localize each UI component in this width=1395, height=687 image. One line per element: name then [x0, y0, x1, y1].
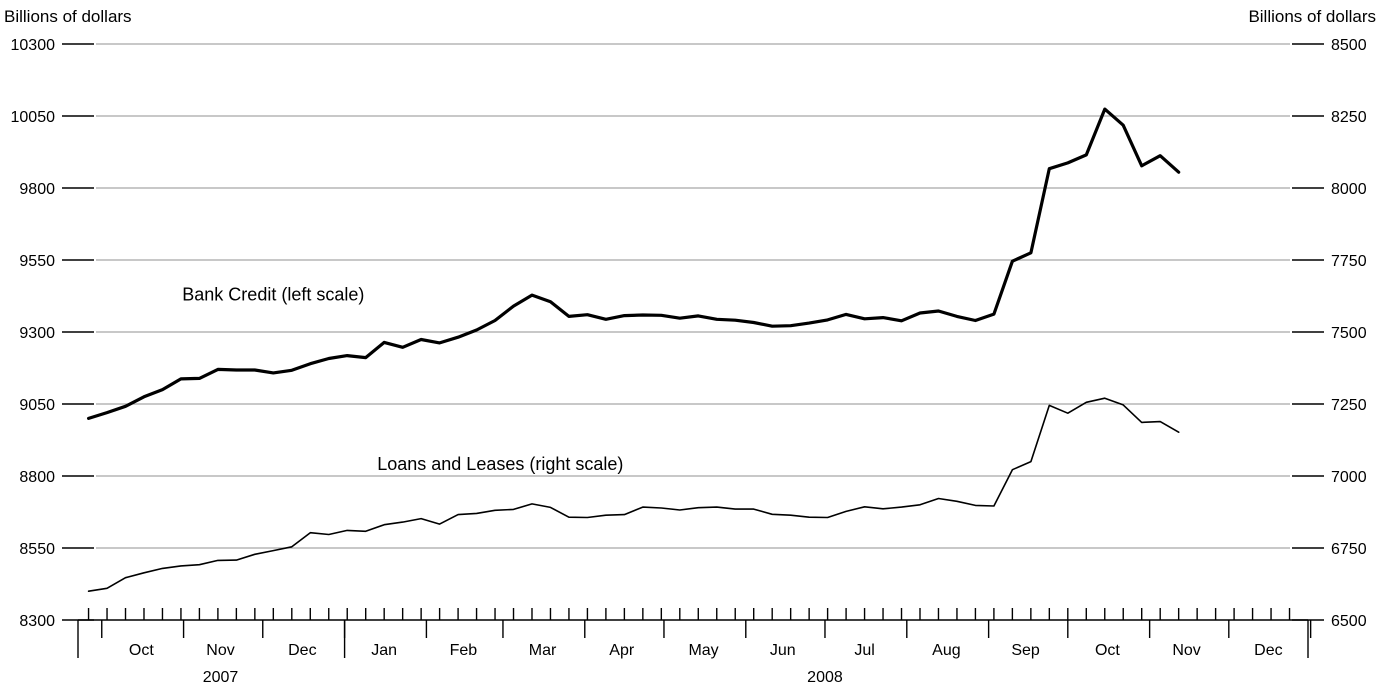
x-axis-month-label: Apr	[609, 642, 635, 659]
right-axis-tick-label: 7250	[1331, 397, 1367, 414]
x-axis-month-label: Aug	[932, 642, 960, 659]
bank-credit-line	[86, 107, 1181, 420]
right-axis-tick-label: 8000	[1331, 181, 1367, 198]
right-axis: 6500 6750 7000 7250 7500 7750 8000 8250 8500	[1292, 37, 1367, 630]
left-axis-tick-label: 9800	[19, 181, 55, 198]
right-axis-unit-label: Billions of dollars	[1248, 7, 1376, 26]
x-axis-month-label: Mar	[529, 642, 557, 659]
loans-and-leases-label: Loans and Leases (right scale)	[377, 454, 623, 474]
right-axis-tick-label: 7750	[1331, 253, 1367, 270]
right-axis-tick-label: 8250	[1331, 109, 1367, 126]
left-axis: 8300 8550 8800 9050 9300 9550 9800 10050 10300	[11, 37, 94, 630]
right-axis-tick-label: 7500	[1331, 325, 1367, 342]
right-axis-tick-label: 6750	[1331, 541, 1367, 558]
x-axis-month-label: Dec	[288, 642, 316, 659]
left-axis-tick-label: 9050	[19, 397, 55, 414]
left-axis-tick-label: 8300	[19, 613, 55, 630]
x-axis-month-label: Oct	[129, 642, 154, 659]
left-axis-tick-label: 10050	[11, 109, 56, 126]
right-axis-tick-label: 8500	[1331, 37, 1367, 54]
x-axis-month-label: Jan	[371, 642, 397, 659]
x-axis-month-label: Dec	[1254, 642, 1282, 659]
x-axis-month-label: Jul	[854, 642, 874, 659]
left-axis-tick-label: 8800	[19, 469, 55, 486]
right-axis-tick-label: 7000	[1331, 469, 1367, 486]
series-lines: Bank Credit (left scale) Loans and Leases…	[86, 107, 1181, 593]
x-axis: Oct Nov Dec Jan Feb Mar Apr May Jun Jul Aug Sep Oct N…	[77, 608, 1312, 686]
x-axis-year-label: 2007	[203, 669, 239, 686]
x-axis-month-label: Nov	[1172, 642, 1200, 659]
gridlines	[96, 43, 1290, 549]
left-axis-unit-label: Billions of dollars	[4, 7, 132, 26]
x-axis-month-label: Jun	[770, 642, 796, 659]
bank-credit-label: Bank Credit (left scale)	[182, 284, 364, 304]
x-axis-month-label: May	[688, 642, 718, 659]
x-axis-month-label: Feb	[450, 642, 478, 659]
left-axis-tick-label: 9550	[19, 253, 55, 270]
x-axis-month-label: Oct	[1095, 642, 1120, 659]
x-axis-month-label: Nov	[206, 642, 234, 659]
left-axis-tick-label: 8550	[19, 541, 55, 558]
x-axis-month-label: Sep	[1011, 642, 1040, 659]
loans-and-leases-line	[87, 397, 1180, 593]
right-axis-tick-label: 6500	[1331, 613, 1367, 630]
x-axis-year-label: 2008	[807, 669, 843, 686]
left-axis-tick-label: 10300	[11, 37, 56, 54]
left-axis-tick-label: 9300	[19, 325, 55, 342]
